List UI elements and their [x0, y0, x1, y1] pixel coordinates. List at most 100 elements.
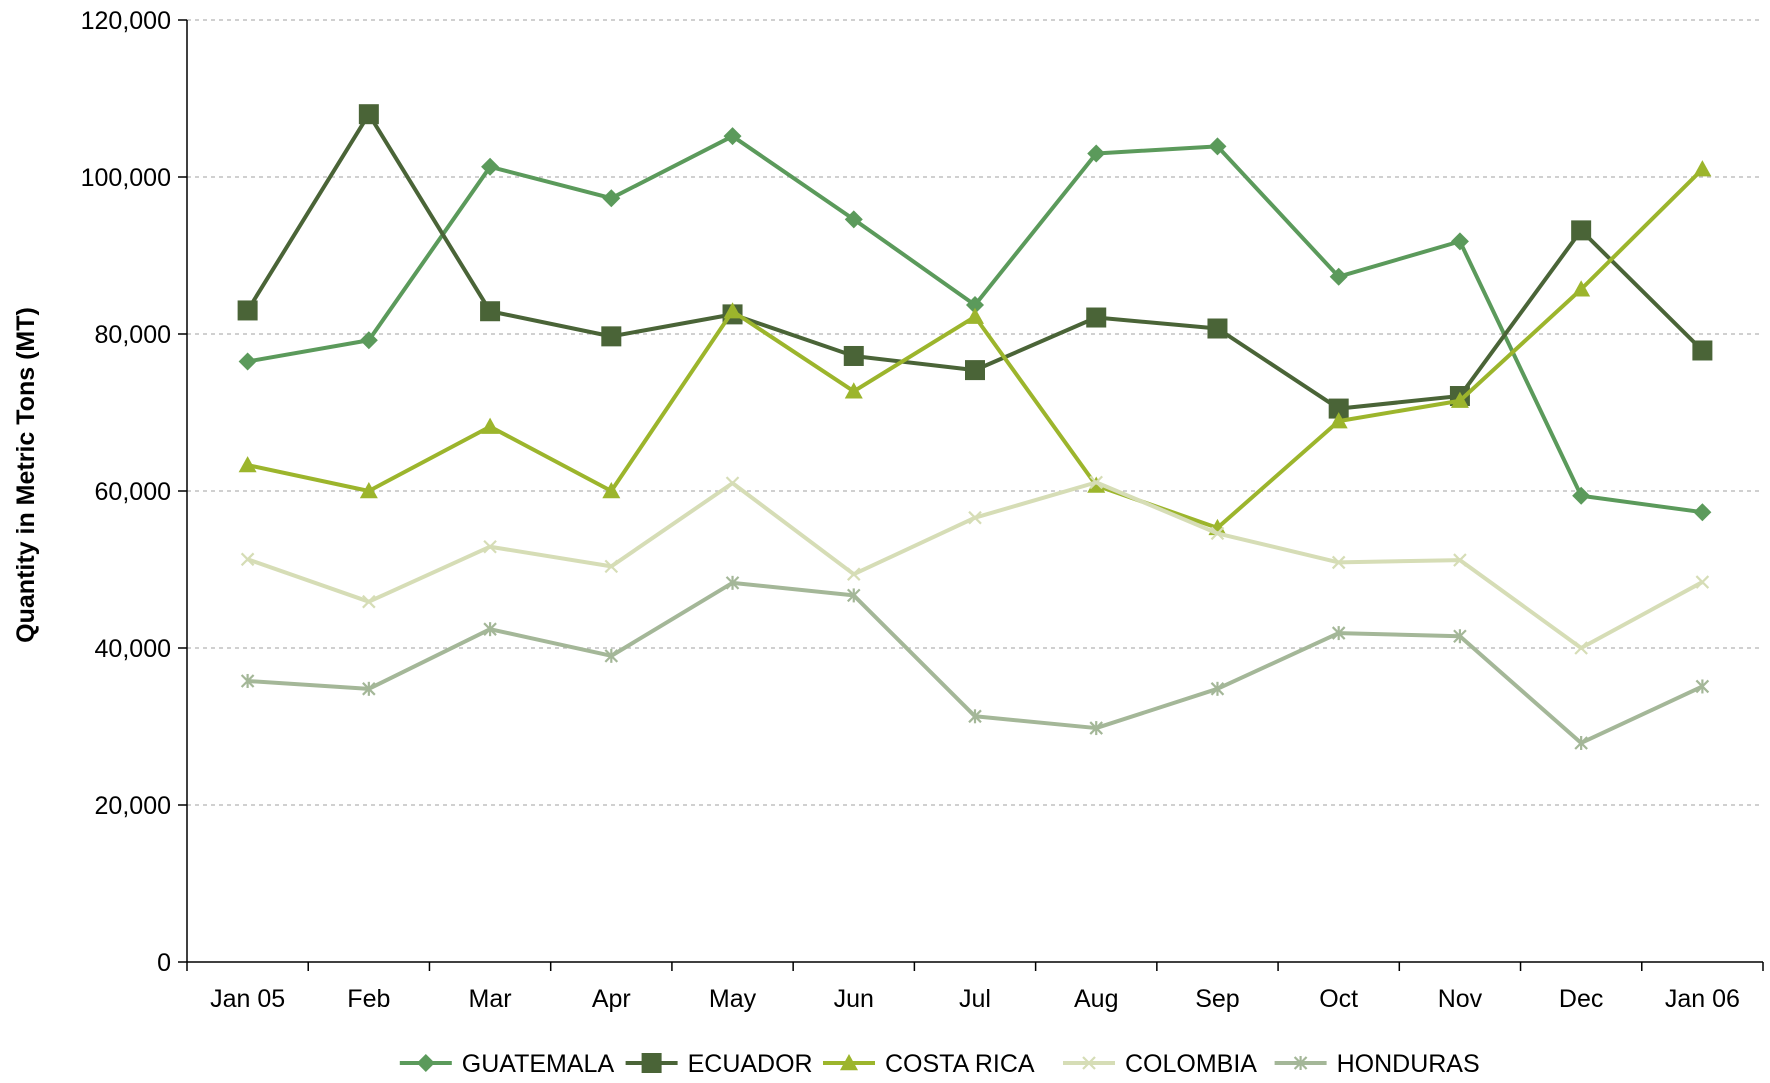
data-point: [1089, 475, 1104, 490]
legend-marker: [416, 1054, 435, 1072]
data-point: [725, 575, 740, 590]
data-point: [601, 326, 622, 347]
legend-item: HONDURAS: [1274, 1050, 1480, 1078]
x-tick-label: May: [709, 985, 757, 1013]
data-point: [1450, 232, 1469, 251]
data-point: [1693, 160, 1712, 177]
legend-label: COLOMBIA: [1125, 1050, 1257, 1078]
data-point: [1571, 220, 1592, 241]
legend-item: GUATEMALA: [399, 1050, 614, 1078]
data-point: [1695, 679, 1710, 694]
data-point: [602, 482, 621, 499]
data-point: [1695, 575, 1710, 589]
legend: GUATEMALA ECUADOR COSTA RICA COLOMBIA HONDUR…: [399, 1050, 1480, 1078]
x-tick-label: Dec: [1559, 985, 1603, 1013]
data-point: [1329, 412, 1348, 429]
legend-marker: [840, 1054, 858, 1071]
data-point: [1087, 144, 1106, 163]
x-tick-label: Jan 05: [210, 985, 285, 1013]
data-point: [1572, 486, 1591, 505]
data-point: [966, 307, 984, 324]
data-point: [1207, 318, 1228, 339]
y-tick-label: 60,000: [95, 478, 171, 506]
y-tick-label: 100,000: [81, 164, 171, 192]
data-point: [966, 295, 984, 314]
y-tick-label: 20,000: [95, 792, 171, 820]
x-tick-label: Aug: [1074, 985, 1118, 1013]
x-tick-label: Mar: [469, 985, 512, 1013]
data-point: [844, 382, 863, 399]
y-tick-label: 0: [157, 949, 171, 977]
data-point: [723, 302, 742, 319]
data-point: [1574, 641, 1588, 655]
data-point: [725, 476, 740, 490]
series-lines: [237, 104, 1713, 750]
data-point: [1572, 280, 1591, 297]
series-line: [246, 480, 1704, 650]
x-tick-label: Feb: [347, 985, 390, 1013]
data-point: [602, 189, 621, 208]
data-point: [1693, 503, 1712, 522]
data-point: [362, 681, 376, 696]
legend-label: COSTA RICA: [885, 1050, 1035, 1078]
legend-label: HONDURAS: [1337, 1050, 1480, 1078]
data-point: [480, 301, 501, 322]
data-point: [843, 345, 864, 366]
legend-item: COLOMBIA: [1063, 1050, 1257, 1078]
legend-item: COSTA RICA: [823, 1050, 1035, 1078]
data-point: [846, 588, 861, 603]
x-tick-label: Sep: [1195, 985, 1239, 1013]
data-point: [483, 539, 497, 554]
series-line: [247, 167, 1704, 530]
data-point: [1086, 307, 1107, 328]
data-point: [483, 622, 497, 637]
data-point: [237, 300, 258, 321]
series-line: [247, 134, 1703, 515]
data-point: [604, 648, 619, 663]
series-honduras: [240, 575, 1710, 750]
data-point: [1328, 398, 1349, 419]
legend-marker: [641, 1053, 662, 1073]
x-tick-label: Jul: [959, 985, 991, 1013]
y-tick-label: 40,000: [95, 635, 171, 663]
legend-label: ECUADOR: [688, 1050, 813, 1078]
y-axis-title: Quantity in Metric Tons (MT): [12, 307, 40, 643]
data-point: [362, 594, 376, 609]
data-point: [844, 210, 863, 229]
data-point: [604, 559, 619, 574]
data-point: [359, 482, 378, 499]
data-point: [1210, 526, 1225, 541]
data-point: [1331, 626, 1346, 641]
data-point: [358, 104, 379, 125]
x-tick-label: Nov: [1438, 985, 1483, 1013]
x-tick-label: Apr: [592, 985, 631, 1013]
data-point: [1450, 391, 1469, 408]
data-point: [1089, 721, 1104, 736]
data-point: [1208, 137, 1227, 156]
legend-marker: [1293, 1056, 1308, 1070]
data-point: [1453, 553, 1467, 567]
data-point: [1087, 476, 1106, 493]
y-tick-label: 80,000: [95, 321, 171, 349]
data-point: [238, 352, 257, 371]
data-point: [723, 127, 742, 146]
data-point: [1453, 629, 1467, 644]
series-colombia: [240, 475, 1710, 655]
data-point: [1329, 267, 1348, 286]
gridlines: [187, 19, 1763, 806]
data-point: [481, 157, 500, 176]
series-guatemala: [238, 127, 1712, 522]
data-point: [1210, 681, 1225, 696]
data-point: [1331, 555, 1346, 570]
data-point: [240, 552, 255, 567]
data-point: [1574, 735, 1588, 750]
x-tick-label: Jun: [834, 985, 874, 1013]
data-point: [965, 360, 985, 381]
data-point: [968, 510, 982, 525]
data-point: [1692, 340, 1713, 361]
legend-item: ECUADOR: [625, 1050, 813, 1078]
data-point: [359, 331, 378, 350]
data-point: [968, 709, 982, 724]
data-point: [238, 456, 257, 473]
